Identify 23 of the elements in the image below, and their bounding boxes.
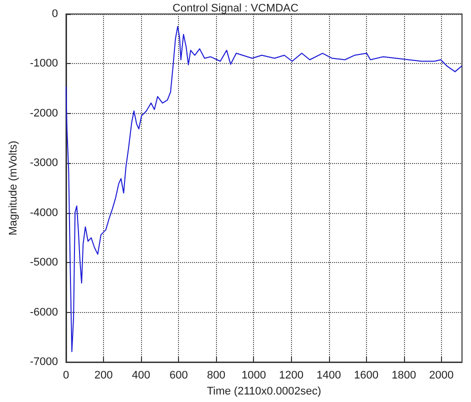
line-series xyxy=(66,26,462,352)
x-tick-label: 1800 xyxy=(392,370,416,382)
x-tick-label: 2000 xyxy=(429,370,454,382)
y-tick-label: -2000 xyxy=(30,107,58,120)
y-tick-label: -3000 xyxy=(30,157,58,170)
x-tick-label: 1000 xyxy=(241,370,266,382)
x-tick-label: 0 xyxy=(62,370,70,382)
y-tick-label: -1000 xyxy=(30,58,58,70)
x-tick-label: 400 xyxy=(132,370,150,382)
chart-title: Control Signal : VCMDAC xyxy=(172,2,299,14)
y-tick-label: 0 xyxy=(52,8,58,20)
y-axis-title: Magnitude (mVolts) xyxy=(8,140,20,236)
x-tick-label: 1600 xyxy=(354,370,379,382)
x-tick-label: 800 xyxy=(206,370,226,382)
x-axis-title: Time (2110x0.0002sec) xyxy=(206,386,322,398)
x-tick-label: 1200 xyxy=(278,370,304,382)
x-tick-label: 200 xyxy=(94,370,113,382)
x-tick-label: 1400 xyxy=(316,370,341,382)
y-tick-label: -4000 xyxy=(30,206,58,219)
y-tick-label: -5000 xyxy=(30,256,58,269)
x-tick-label: 600 xyxy=(169,370,188,382)
y-tick-label: -6000 xyxy=(30,306,58,318)
y-tick-label: -7000 xyxy=(30,356,58,368)
